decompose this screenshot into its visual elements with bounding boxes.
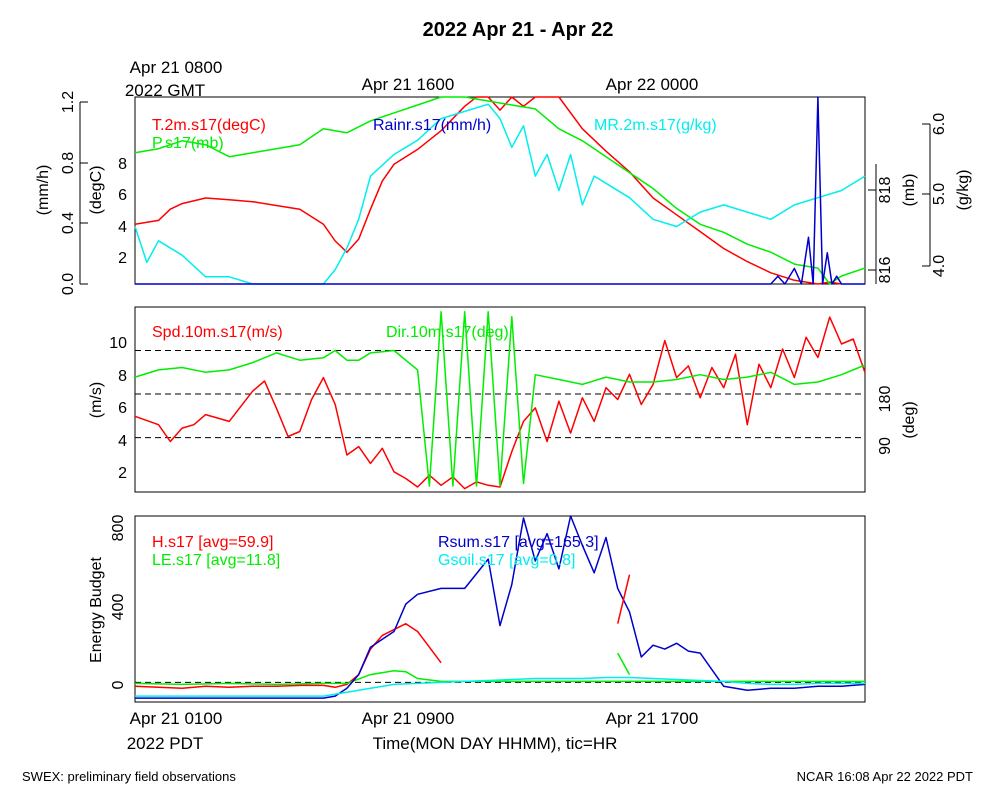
rain-tick-1: 0.4 <box>60 212 77 234</box>
bottom-time-0100: Apr 21 0100 <box>130 709 223 728</box>
series-line-p2-0 <box>134 316 866 490</box>
bottom-time-0900: Apr 21 0900 <box>362 709 455 728</box>
panel-2-frame <box>134 306 866 493</box>
rain-tick-2: 0.8 <box>60 152 77 174</box>
spd-tick-4: 4 <box>118 433 127 450</box>
series-line-p1-0 <box>134 96 842 285</box>
spd-tick-10: 10 <box>109 335 127 352</box>
panel-1-plot <box>134 96 866 285</box>
series-line-p3-5 <box>617 652 631 675</box>
mr-tick-4: 4.0 <box>931 255 948 277</box>
legend-gsoil: Gsoil.s17 [avg=0.8] <box>438 552 575 569</box>
bottom-tz: 2022 PDT <box>127 734 204 753</box>
rain-tick-0: 0.0 <box>60 273 77 295</box>
spd-axis-label: (m/s) <box>88 382 105 418</box>
series-line-p1-1 <box>134 96 866 285</box>
legend-mr: MR.2m.s17(g/kg) <box>594 117 717 134</box>
panel-3-frame <box>134 515 866 703</box>
pres-tick-818: 818 <box>877 177 894 204</box>
rain-axis-label: (mm/h) <box>35 165 52 216</box>
spd-tick-6: 6 <box>118 400 127 417</box>
pres-tick-816: 816 <box>877 257 894 284</box>
mr-tick-6: 6.0 <box>931 113 948 135</box>
top-left-time: Apr 21 0800 <box>130 58 223 77</box>
legend-dir: Dir.10m.s17(deg) <box>386 324 509 341</box>
legend-le: LE.s17 [avg=11.8] <box>152 552 280 569</box>
x-axis-title: Time(MON DAY HHMM), tic=HR <box>373 734 618 753</box>
series-line-p3-3 <box>135 676 865 697</box>
panel-2-axes: 2 4 6 8 10 (m/s) 90 180 (deg) <box>88 335 918 482</box>
footer-left: SWEX: preliminary field observations <box>22 769 236 784</box>
temp-tick-2: 2 <box>118 250 127 267</box>
chart-title: 2022 Apr 21 - Apr 22 <box>423 19 614 41</box>
rain-tick-3: 1.2 <box>60 91 77 113</box>
temp-tick-8: 8 <box>118 156 127 173</box>
mr-axis-label: (g/kg) <box>955 170 972 211</box>
top-left-tz: 2022 GMT <box>125 81 205 100</box>
temp-tick-6: 6 <box>118 187 127 204</box>
legend-spd: Spd.10m.s17(m/s) <box>152 324 283 341</box>
top-time-1600: Apr 21 1600 <box>362 75 455 94</box>
legend-temp: T.2m.s17(degC) <box>152 117 266 134</box>
energy-tick-800: 800 <box>110 515 127 542</box>
panel-2-plot <box>134 311 866 490</box>
footer-right: NCAR 16:08 Apr 22 2022 PDT <box>797 769 973 784</box>
series-line-p2-1 <box>134 311 866 487</box>
dir-tick-90: 90 <box>877 437 894 455</box>
series-line-p3-4 <box>616 574 631 624</box>
top-time-0000: Apr 22 0000 <box>606 75 699 94</box>
energy-tick-400: 400 <box>110 594 127 621</box>
mr-tick-5: 5.0 <box>931 183 948 205</box>
legend-h: H.s17 [avg=59.9] <box>152 534 273 551</box>
temp-tick-4: 4 <box>118 219 127 236</box>
pres-axis-label: (mb) <box>901 174 918 207</box>
panel-1-axes: 0.0 0.4 0.8 1.2 (mm/h) (degC) 2 4 6 8 81… <box>35 91 972 295</box>
series-line-p3-1 <box>134 669 865 686</box>
legend-pres: P.s17(mb) <box>152 135 224 152</box>
dir-tick-180: 180 <box>877 386 894 413</box>
legend-rsum: Rsum.s17 [avg=165.3] <box>438 534 599 551</box>
energy-axis-label: Energy Budget <box>88 557 105 663</box>
panel-3-axes: 0 400 800 Energy Budget <box>88 515 127 690</box>
temp-axis-label: (degC) <box>88 166 105 215</box>
bottom-time-1700: Apr 21 1700 <box>606 709 699 728</box>
dir-axis-label: (deg) <box>901 401 918 438</box>
series-line-p3-0 <box>134 622 442 690</box>
spd-tick-2: 2 <box>118 465 127 482</box>
spd-tick-8: 8 <box>118 368 127 385</box>
panel-3-plot <box>134 515 866 699</box>
energy-tick-0: 0 <box>110 680 127 689</box>
series-line-p1-3 <box>135 96 865 285</box>
legend-rain: Rainr.s17(mm/h) <box>373 117 491 134</box>
